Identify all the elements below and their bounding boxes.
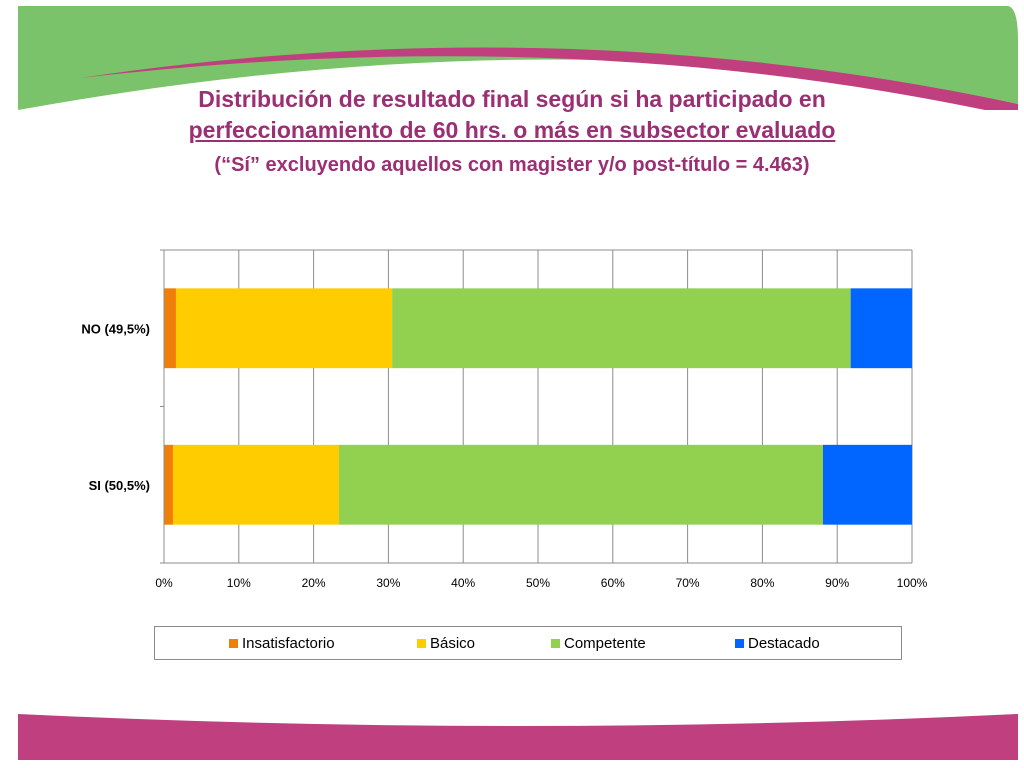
bar-segment-b-sico	[172, 444, 340, 525]
title-line-2: perfeccionamiento de 60 hrs. o más en su…	[188, 117, 836, 143]
legend-label: Competente	[564, 635, 646, 652]
x-tick-label: 0%	[155, 576, 173, 590]
bar-segment-insatisfactorio	[164, 444, 173, 525]
bottom-pink-band	[18, 714, 1018, 760]
legend-item: Competente	[551, 635, 646, 652]
y-category-label: NO (49,5%)	[81, 321, 150, 336]
legend-label: Insatisfactorio	[242, 635, 335, 652]
bar-segment-competente	[339, 444, 823, 525]
x-tick-label: 50%	[526, 576, 550, 590]
x-tick-label: 90%	[825, 576, 849, 590]
bar-segment-destacado	[822, 444, 912, 525]
title-subtitle: (“Sí” excluyendo aquellos con magister y…	[214, 154, 810, 176]
x-tick-label: 100%	[897, 576, 928, 590]
x-tick-label: 30%	[376, 576, 400, 590]
x-tick-label: 70%	[676, 576, 700, 590]
bar-segment-b-sico	[175, 288, 393, 369]
legend-label: Básico	[430, 635, 476, 652]
top-pink-curve	[80, 47, 1018, 110]
title-line-1: Distribución de resultado final según si…	[198, 86, 826, 112]
x-tick-label: 20%	[302, 576, 326, 590]
legend-swatch	[551, 639, 560, 648]
x-tick-label: 60%	[601, 576, 625, 590]
x-tick-label: 40%	[451, 576, 475, 590]
x-tick-label: 80%	[750, 576, 774, 590]
legend-item: Básico	[417, 635, 475, 652]
legend-item: Destacado	[735, 635, 820, 652]
legend-swatch	[417, 639, 426, 648]
bar-segment-destacado	[850, 288, 912, 369]
bar-segment-insatisfactorio	[164, 288, 176, 369]
slide-title: Distribución de resultado final según si…	[0, 84, 1024, 180]
legend-swatch	[735, 639, 744, 648]
chart-legend: Insatisfactorio Básico Competente Destacado	[154, 626, 902, 660]
top-green-band	[18, 6, 1018, 110]
legend-label: Destacado	[748, 635, 820, 652]
legend-item: Insatisfactorio	[229, 635, 335, 652]
legend-swatch	[229, 639, 238, 648]
x-tick-label: 10%	[227, 576, 251, 590]
y-category-label: SI (50,5%)	[89, 478, 150, 493]
bar-segment-competente	[392, 288, 851, 369]
